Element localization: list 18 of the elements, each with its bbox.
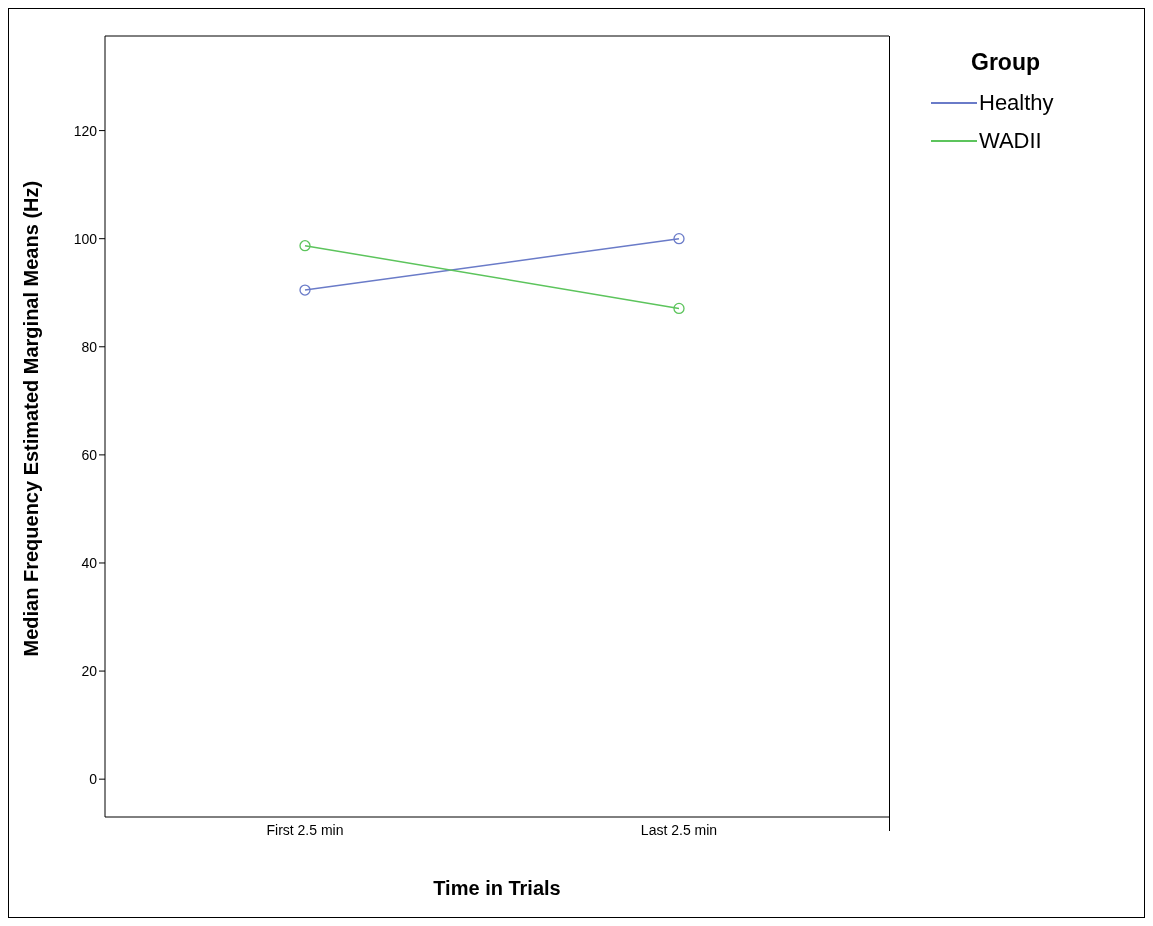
x-tick-label: Last 2.5 min	[640, 821, 718, 838]
x-axis-title: Time in Trials	[433, 877, 561, 899]
x-tick-label: First 2.5 min	[266, 821, 344, 838]
y-tick-label: 20	[81, 663, 98, 680]
legend-label: Healthy	[979, 90, 1054, 116]
y-axis-title: Median Frequency Estimated Marginal Means (Hz)	[20, 180, 43, 657]
legend-label: WADII	[979, 128, 1042, 154]
y-tick-label: 80	[81, 338, 98, 355]
y-tick-label: 40	[81, 554, 98, 571]
y-tick-label: 120	[73, 122, 98, 139]
point	[673, 302, 685, 315]
y-tick-label: 100	[73, 230, 98, 247]
point	[299, 240, 311, 252]
legend-title: Group	[971, 49, 1041, 76]
y-tick-label: 0	[89, 771, 98, 788]
y-tick-label: 60	[81, 446, 98, 463]
point	[673, 233, 685, 245]
point	[299, 284, 311, 296]
